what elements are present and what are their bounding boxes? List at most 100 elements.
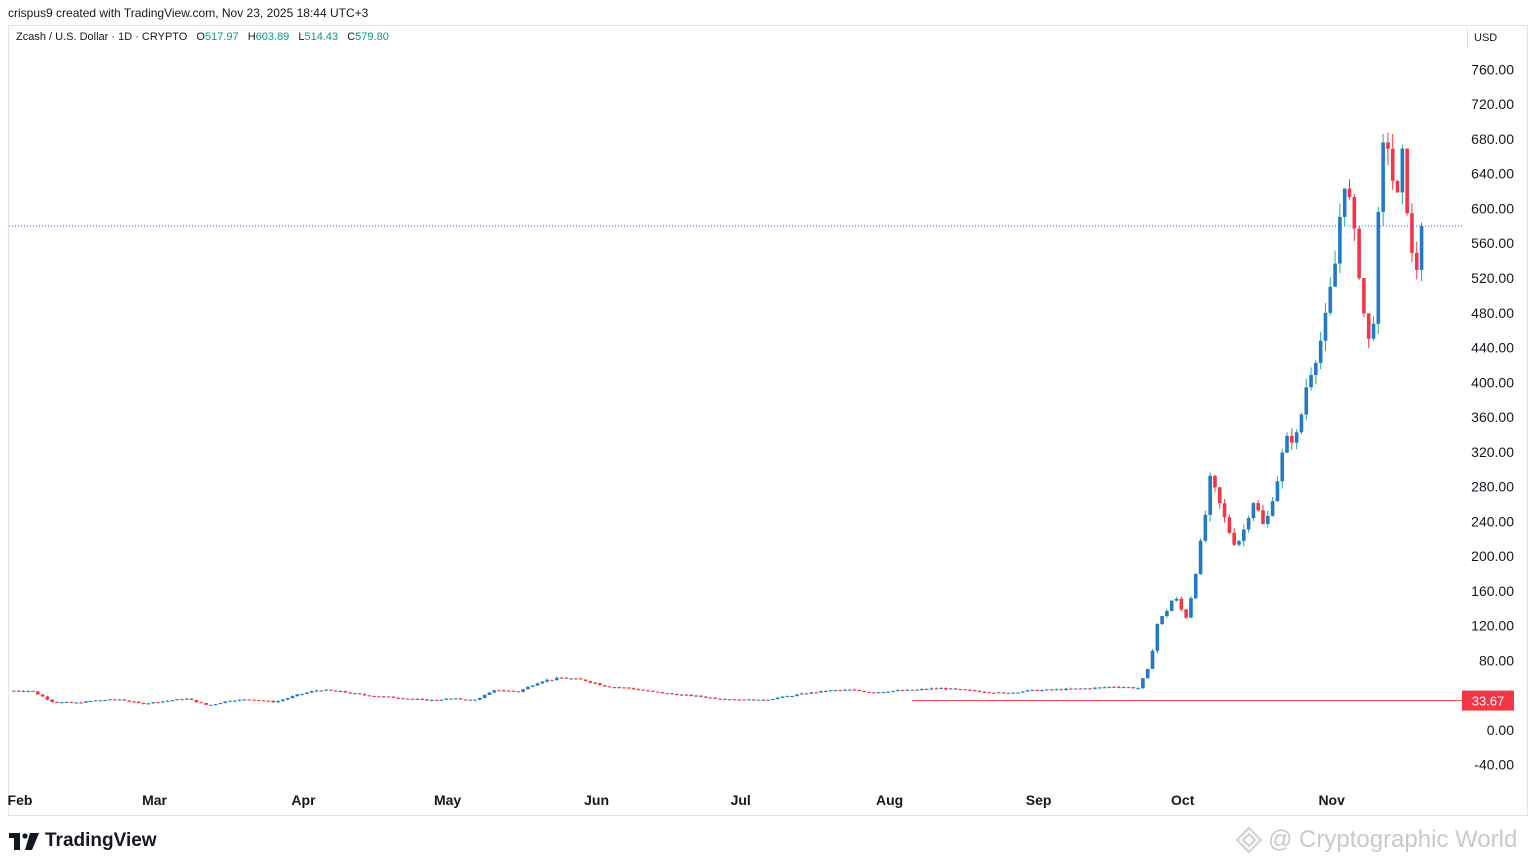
candle-body [1294,432,1299,443]
watermark: @ Cryptographic World [1236,826,1517,854]
candle-body [420,698,425,700]
candle-body [218,703,223,705]
candle-body [26,690,31,692]
candle-body [1155,624,1160,651]
candle-body [343,690,348,693]
candle-body [843,689,847,691]
candle-body [1222,503,1227,518]
x-tick-label: Apr [291,792,316,808]
candle-body [1208,475,1212,515]
candle-body [631,688,636,690]
candle-body [526,686,530,690]
candle-body [823,690,828,692]
candle-body [694,695,698,697]
candle-body [982,691,987,693]
candle-body [972,690,977,692]
candle-body [939,688,943,690]
x-tick-label: Feb [8,792,33,808]
candle-body [492,690,497,693]
candle-body [593,682,597,684]
candle-body [194,699,199,703]
watermark-logo-icon [1236,827,1262,853]
candle-body [1323,312,1328,341]
candle-body [1405,148,1409,214]
candle-body [430,699,434,701]
candle-body [439,699,444,701]
tradingview-brand[interactable]: TradingView [9,830,157,852]
candle-body [444,698,449,700]
candle-body [819,690,823,693]
symbol-name[interactable]: Zcash / U.S. Dollar · 1D · CRYPTO [16,31,188,43]
candle-body [761,699,766,701]
y-tick-label: 680.00 [1471,131,1514,147]
candle-body [69,702,74,704]
candle-body [391,696,396,698]
candle-body [180,699,184,701]
y-tick-label: 240.00 [1471,513,1514,529]
candle-body [1232,532,1236,545]
candle-body [74,702,79,704]
candle-body [905,689,910,691]
candle-body [1083,688,1088,690]
candle-body [103,700,107,702]
candle-body [98,700,103,702]
candle-body [968,689,972,691]
candle-body [626,687,631,689]
candle-body [679,694,684,696]
candle-body [814,692,818,694]
candle-body [646,690,650,692]
candle-body [886,691,891,693]
candle-body [723,699,727,701]
candle-body [1395,180,1400,193]
x-tick-label: Nov [1318,792,1345,808]
candle-body [1371,323,1376,339]
candle-body [1189,598,1193,618]
candle-body [434,699,439,701]
candle-body [1275,481,1280,502]
candle-body [410,698,415,700]
candle-body [1285,435,1289,453]
candle-body [333,690,338,692]
candle-body [16,690,21,692]
currency-selector[interactable]: USD [1467,28,1521,48]
candle-body [463,699,468,701]
candle-body [497,690,501,692]
support-level-badge [1462,690,1514,711]
candle-body [929,688,934,690]
candle-body [1299,414,1304,433]
candle-body [699,695,703,697]
candle-body [876,692,881,694]
candle-body [1419,226,1424,270]
y-tick-label: 720.00 [1471,96,1514,112]
candle-body [953,688,958,690]
candle-body [689,694,694,696]
candle-body [1261,510,1265,524]
candle-body [651,690,655,692]
candle-body [266,700,271,702]
candle-body [958,689,963,691]
candle-body [848,689,852,691]
y-tick-label: 760.00 [1471,61,1514,77]
candle-body [189,698,194,700]
candle-body [511,690,516,692]
candle-body [948,688,953,690]
candle-body [1126,687,1131,689]
candle-body [353,693,357,695]
candle-body [112,699,117,701]
candle-body [381,696,386,698]
y-tick-label: 0.00 [1487,722,1514,738]
candle-body [516,691,521,693]
candle-body [780,696,785,698]
candle-body [136,701,141,703]
candle-body [766,699,770,701]
candle-body [1016,692,1020,694]
candle-body [1088,688,1092,690]
candle-body [242,699,247,701]
candle-body [891,690,895,692]
candle-body [309,691,314,693]
candle-body [233,700,237,702]
candle-body [415,698,420,700]
candle-body [1078,688,1083,690]
candle-body [1001,692,1006,694]
